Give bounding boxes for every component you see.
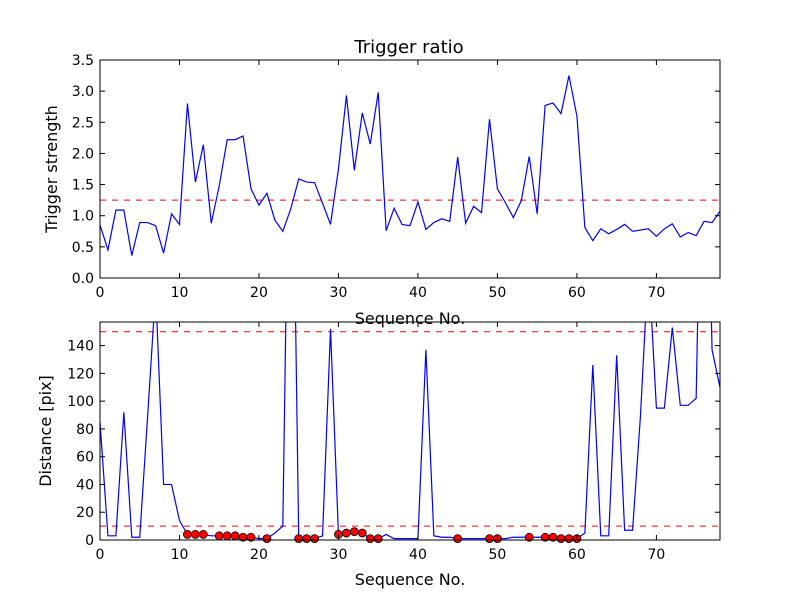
y-tick-label: 0.5 (72, 240, 94, 256)
y-axis-ticks: 0 20 40 60 80 100 120 140 (67, 339, 720, 549)
x-tick-label: 50 (489, 547, 507, 563)
y-axis-ticks: 0.0 0.5 1.0 1.5 2.0 2.5 3.0 3.5 (72, 53, 720, 287)
x-tick-label: 30 (330, 547, 348, 563)
series-line (100, 322, 720, 540)
series-line (100, 75, 720, 256)
data-marker (222, 531, 232, 541)
y-tick-label: 0.0 (72, 271, 94, 287)
y-tick-label: 20 (76, 505, 94, 521)
x-tick-label: 60 (568, 285, 586, 301)
trigger-ratio-chart: Trigger ratio 0 10 20 30 40 50 60 70 0.0 0.5 1.0 1… (42, 37, 721, 328)
x-axis-ticks: 0 10 20 30 40 50 60 70 (96, 60, 665, 301)
x-axis-ticks: 0 10 20 30 40 50 60 70 (96, 322, 665, 563)
series-lines (100, 322, 720, 540)
y-tick-label: 140 (67, 339, 94, 355)
x-tick-label: 40 (409, 547, 427, 563)
data-marker (190, 530, 200, 539)
y-tick-label: 3.5 (72, 53, 94, 69)
data-marker (556, 534, 566, 544)
y-tick-label: 60 (76, 450, 94, 466)
data-marker (349, 527, 359, 537)
x-tick-label: 60 (568, 547, 586, 563)
x-tick-label: 30 (330, 285, 348, 301)
x-tick-label: 50 (489, 285, 507, 301)
x-tick-label: 0 (96, 547, 105, 563)
y-tick-label: 1.0 (72, 209, 94, 225)
data-marker (524, 532, 534, 542)
threshold-lines (100, 331, 720, 527)
plot-frame (99, 321, 721, 541)
x-axis-label: Sequence No. (355, 309, 466, 328)
data-marker (183, 530, 192, 539)
y-tick-label: 40 (76, 477, 94, 493)
data-marker (214, 531, 224, 541)
chart-title: Trigger ratio (353, 37, 463, 58)
data-marker (302, 534, 312, 544)
y-axis-label: Trigger strength (42, 105, 61, 234)
y-tick-label: 3.0 (72, 84, 94, 100)
x-axis-label: Sequence No. (355, 570, 466, 589)
distance-chart: 0 10 20 30 40 50 60 70 0 20 40 60 80 100 120 140 Seque… (36, 321, 721, 589)
data-marker (262, 534, 272, 544)
data-marker (230, 531, 240, 541)
y-tick-label: 80 (76, 422, 94, 438)
series-lines (100, 75, 720, 256)
x-tick-label: 10 (171, 547, 189, 563)
y-axis-label: Distance [pix] (36, 375, 55, 487)
data-marker (310, 534, 320, 544)
y-tick-label: 100 (67, 394, 94, 410)
y-tick-label: 120 (67, 366, 94, 382)
data-marker (246, 532, 256, 542)
data-marker (365, 534, 375, 544)
x-tick-label: 70 (647, 547, 665, 563)
marker-points (183, 527, 582, 544)
data-marker (198, 530, 208, 539)
x-tick-label: 20 (250, 547, 268, 563)
data-marker (485, 534, 494, 544)
y-tick-label: 2.0 (72, 146, 94, 162)
x-tick-label: 40 (409, 285, 427, 301)
plot-frame (99, 59, 721, 279)
data-marker (564, 534, 574, 544)
y-tick-label: 2.5 (72, 115, 94, 131)
x-tick-label: 10 (171, 285, 189, 301)
data-marker (294, 534, 304, 544)
x-tick-label: 70 (647, 285, 665, 301)
data-marker (342, 528, 351, 538)
y-tick-label: 0 (85, 533, 94, 549)
y-tick-label: 1.5 (72, 178, 94, 194)
data-marker (357, 528, 367, 538)
data-marker (453, 534, 463, 544)
x-tick-label: 20 (250, 285, 268, 301)
data-marker (373, 534, 383, 544)
x-tick-label: 0 (96, 285, 105, 301)
